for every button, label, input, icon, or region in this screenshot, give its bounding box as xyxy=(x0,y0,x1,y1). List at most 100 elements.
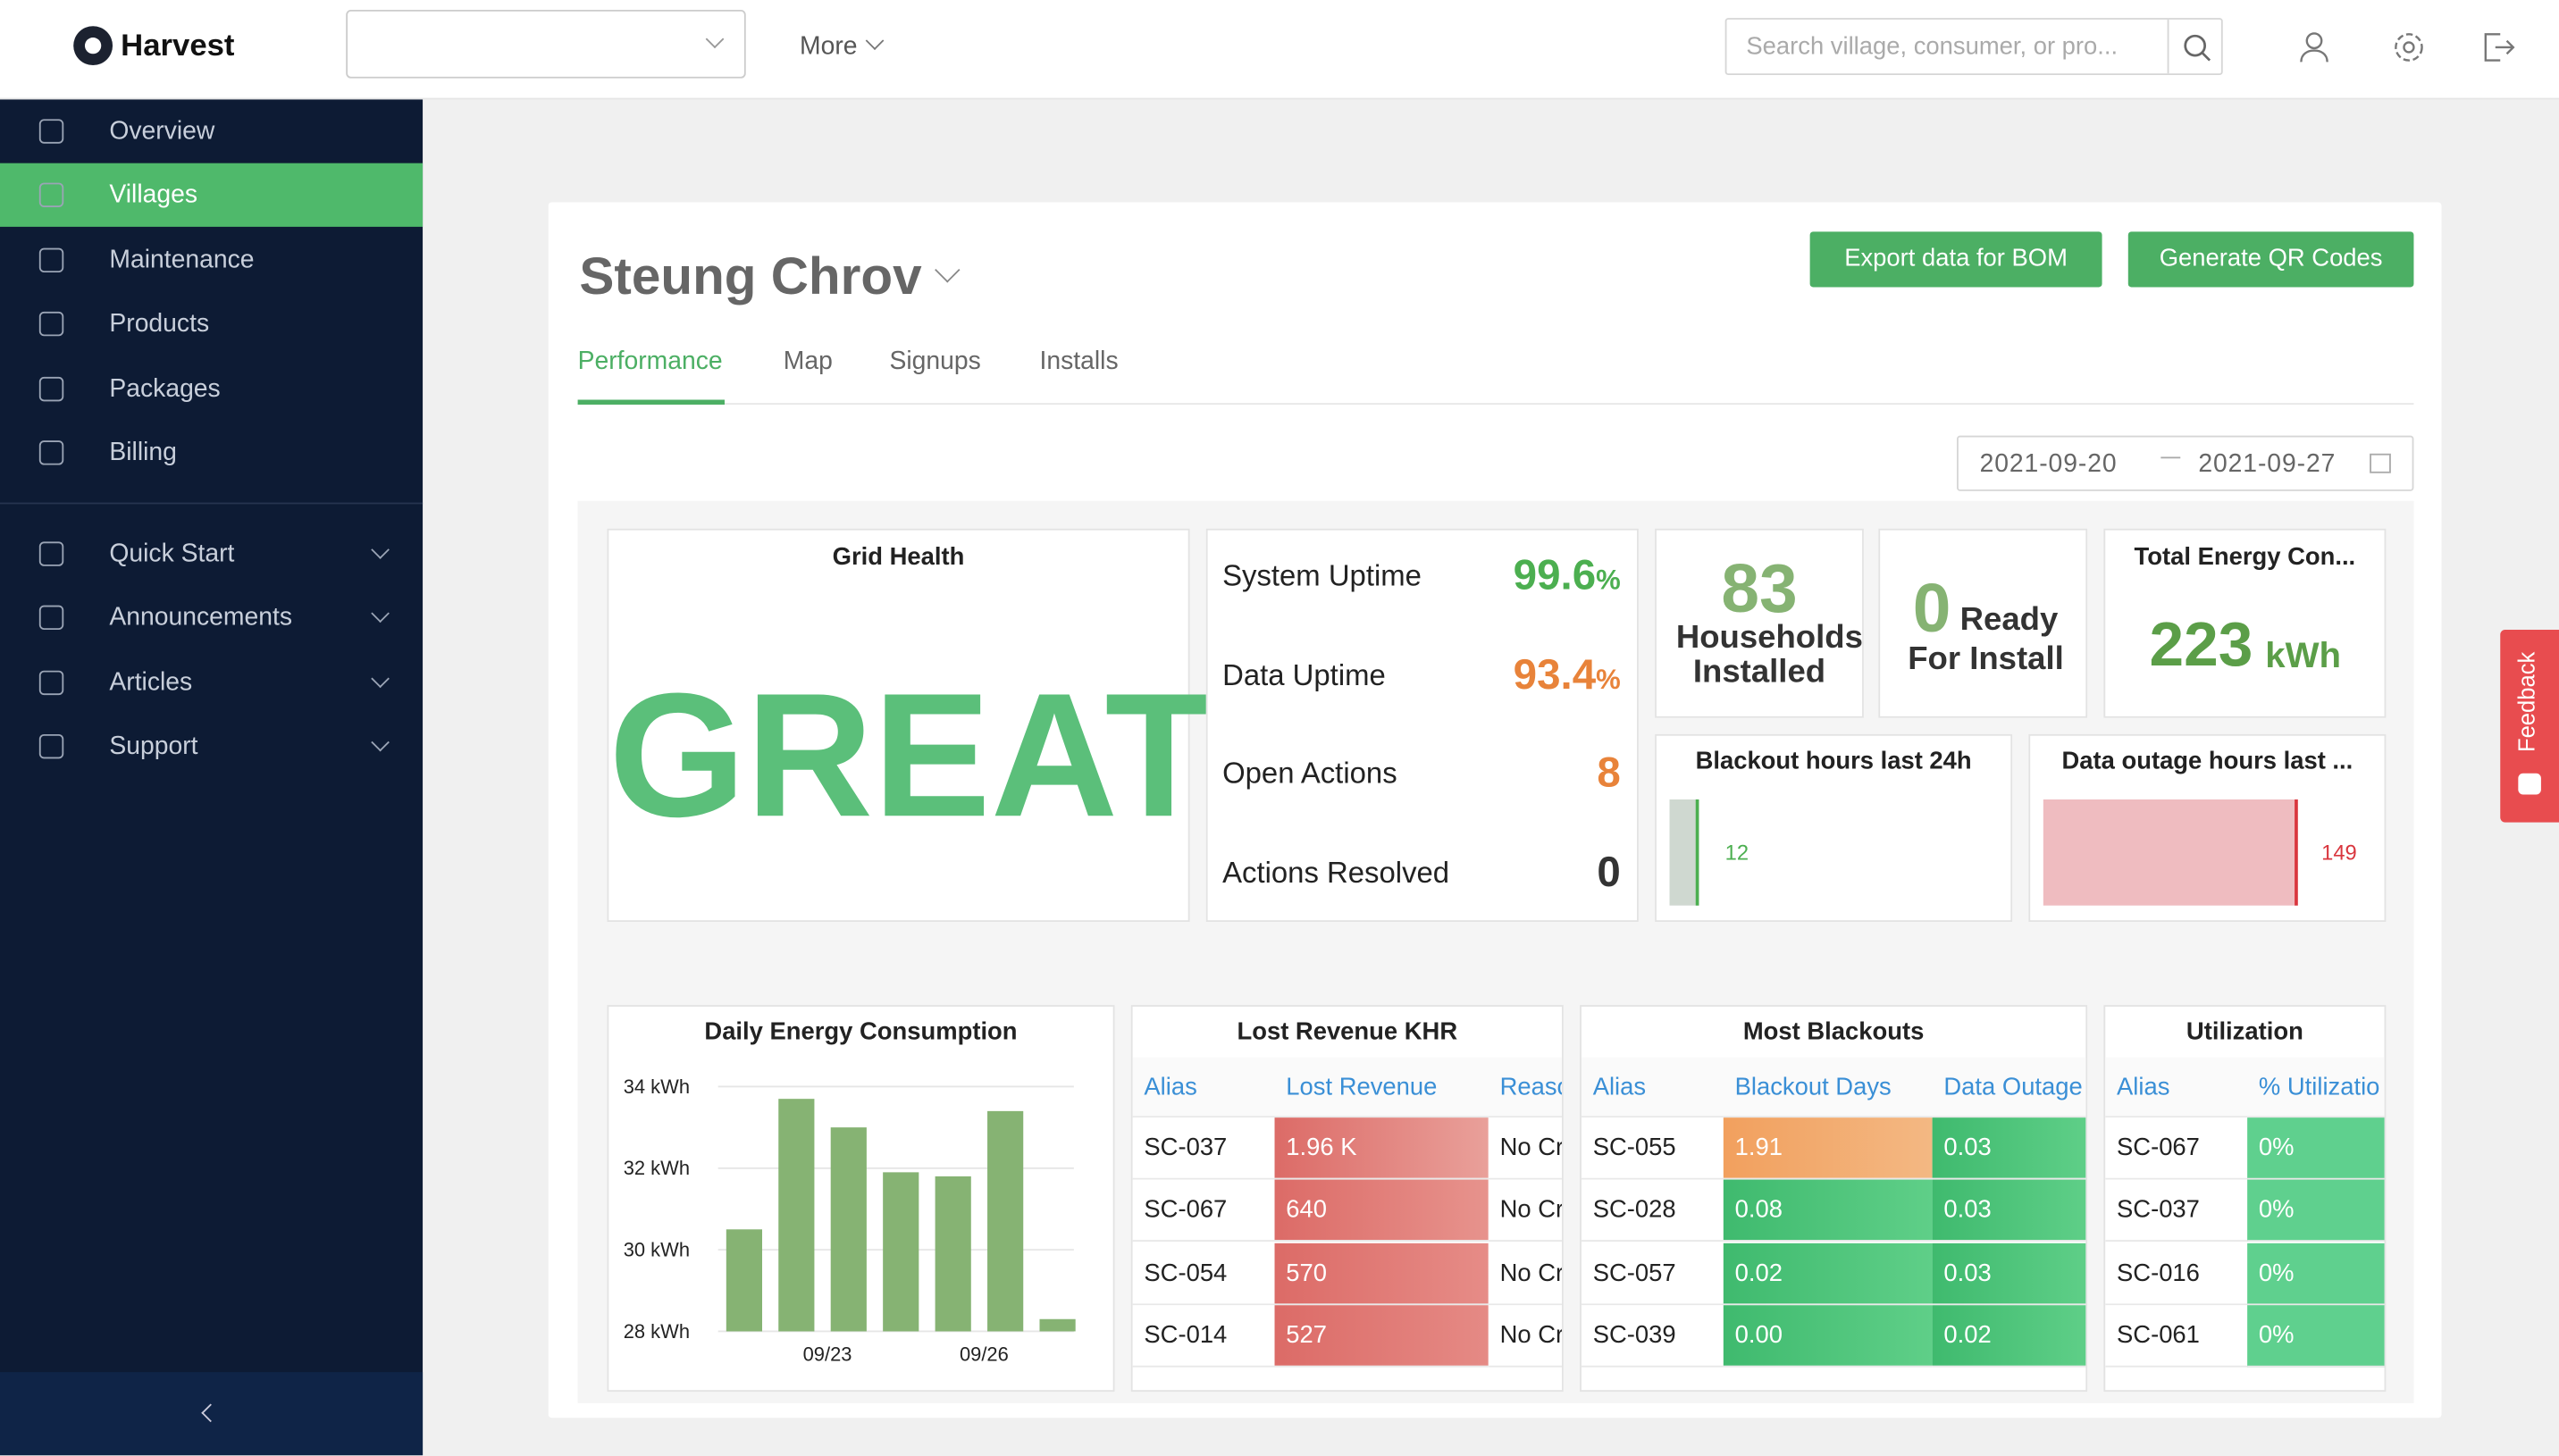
chart-title: Daily Energy Consumption xyxy=(704,1017,1018,1046)
grid-status: GREAT xyxy=(608,656,1213,854)
logout-icon[interactable] xyxy=(2480,29,2516,65)
card-title: Data outage hours last ... xyxy=(2061,747,2353,775)
bar xyxy=(883,1172,919,1332)
export-button[interactable]: Export data for BOM xyxy=(1809,231,2102,288)
feedback-tab[interactable]: Feedback xyxy=(2500,630,2559,823)
tab[interactable]: Performance xyxy=(577,347,723,376)
nav-section[interactable]: Articles xyxy=(0,650,423,714)
stat-label: Actions Resolved xyxy=(1222,856,1450,889)
table-cell: 0% xyxy=(2247,1117,2385,1180)
bar xyxy=(778,1099,815,1332)
bar xyxy=(987,1110,1024,1332)
divider xyxy=(0,502,424,505)
table-cell: SC-067 xyxy=(2105,1117,2248,1180)
village-select[interactable] xyxy=(346,9,746,79)
table-cell: SC-014 xyxy=(1132,1305,1275,1368)
y-tick-label: 34 kWh xyxy=(624,1075,690,1098)
table-cell: SC-057 xyxy=(1581,1243,1724,1305)
village-name: Steung Chrov xyxy=(579,246,922,305)
lost-revenue-card: Lost Revenue KHR Alias SC-037 SC-067 SC-054 S… xyxy=(1130,1005,1564,1393)
stats-card: System Uptime 99.6% Data Uptime 93.4% Open A… xyxy=(1205,528,1639,922)
table-cell: 0% xyxy=(2247,1243,2385,1305)
grid-health-card: Grid Health GREAT xyxy=(607,528,1213,922)
table-cell: 0.03 xyxy=(1932,1243,2086,1305)
table-cell: SC-039 xyxy=(1581,1305,1724,1368)
table-cell: 0.03 xyxy=(1932,1117,2086,1180)
table-header[interactable]: Blackout Days xyxy=(1723,1057,1933,1118)
header: Harvest More Search village, consumer, o… xyxy=(0,0,2559,100)
table-header[interactable]: Alias xyxy=(1132,1057,1275,1118)
nav-icon xyxy=(38,670,64,695)
nav-section[interactable]: Support xyxy=(0,715,423,778)
tab[interactable]: Map xyxy=(783,347,833,376)
card-title: Total Energy Con... xyxy=(2134,543,2356,572)
nav-icon xyxy=(38,376,64,401)
bar xyxy=(1039,1318,1076,1332)
table-cell: SC-054 xyxy=(1132,1243,1275,1305)
nav-item[interactable]: Products xyxy=(0,292,423,356)
tab[interactable]: Signups xyxy=(889,347,981,376)
table-cell: 1.91 xyxy=(1723,1117,1933,1180)
nav-item[interactable]: Packages xyxy=(0,356,423,420)
collapse-bar[interactable] xyxy=(0,1372,424,1456)
table-cell: 570 xyxy=(1274,1243,1489,1305)
qr-button[interactable]: Generate QR Codes xyxy=(2127,231,2414,288)
table-header[interactable]: Lost Revenue xyxy=(1274,1057,1489,1118)
card-title: Grid Health xyxy=(832,543,965,572)
table-cell: 0% xyxy=(2247,1180,2385,1243)
nav-section[interactable]: Announcements xyxy=(0,586,423,649)
stat-value: 0 xyxy=(1597,846,1620,897)
settings-icon[interactable] xyxy=(2391,29,2427,65)
more-menu[interactable]: More xyxy=(799,32,858,61)
table-cell: No Cr xyxy=(1488,1117,1562,1180)
table-cell: No Cr xyxy=(1488,1305,1562,1368)
users-icon[interactable] xyxy=(2300,29,2339,65)
mini-bar xyxy=(2043,799,2299,906)
table-cell: SC-037 xyxy=(2105,1180,2248,1243)
ready-count: 0 xyxy=(1912,569,1951,647)
nav-item[interactable]: Maintenance xyxy=(0,228,423,291)
stat-value: 99.6% xyxy=(1514,550,1621,601)
stat-label: Open Actions xyxy=(1222,757,1397,791)
blackout-card: Blackout hours last 24h 12 xyxy=(1655,733,2013,922)
blackouts-card: Most Blackouts Alias SC-055 SC-028 SC-057 SC-… xyxy=(1580,1005,2088,1393)
search-box[interactable]: Search village, consumer, or pro... xyxy=(1724,18,2223,76)
table-cell: SC-055 xyxy=(1581,1117,1724,1180)
search-icon xyxy=(2184,34,2211,62)
table-cell: 0.02 xyxy=(1723,1243,1933,1305)
table-header[interactable]: Alias xyxy=(2105,1057,2248,1118)
table-cell: 0.00 xyxy=(1723,1305,1933,1368)
mini-bar-label: 12 xyxy=(1724,840,1749,866)
table-cell: SC-067 xyxy=(1132,1180,1275,1243)
logo xyxy=(73,26,113,66)
table-header[interactable]: Data Outage xyxy=(1932,1057,2086,1118)
table-header[interactable]: Reaso xyxy=(1488,1057,1562,1118)
nav-icon xyxy=(38,119,64,144)
stat-value: 8 xyxy=(1597,748,1620,799)
nav-section[interactable]: Quick Start xyxy=(0,522,423,585)
ready-card: 0 Ready For Install xyxy=(1878,528,2088,718)
x-tick-label: 09/23 xyxy=(803,1343,852,1365)
households-card: 83 Households Installed xyxy=(1655,528,1864,718)
nav-item[interactable]: Villages xyxy=(0,163,424,228)
tab[interactable]: Installs xyxy=(1039,347,1119,376)
date-range[interactable]: 2021-09-20 2021-09-27 xyxy=(1957,435,2414,491)
table-cell: 1.96 K xyxy=(1274,1117,1489,1180)
utilization-card: Utilization Alias SC-067 SC-037 SC-016 SC-061… xyxy=(2103,1005,2387,1393)
table-cell: 527 xyxy=(1274,1305,1489,1368)
nav-item[interactable]: Overview xyxy=(0,99,423,163)
tab-border xyxy=(577,403,2414,405)
stat-label: Data Uptime xyxy=(1222,658,1386,691)
table-header[interactable]: Alias xyxy=(1581,1057,1724,1118)
table-cell: SC-016 xyxy=(2105,1243,2248,1305)
brand: Harvest xyxy=(121,29,235,64)
table-header[interactable]: % Utilizatio xyxy=(2247,1057,2385,1118)
nav-icon xyxy=(38,247,64,272)
card-title: Blackout hours last 24h xyxy=(1695,747,1972,775)
households-label: Households Installed xyxy=(1675,620,1863,690)
table-cell: No Cr xyxy=(1488,1243,1562,1305)
table-cell: 0% xyxy=(2247,1305,2385,1368)
mini-bar-label: 149 xyxy=(2321,840,2357,866)
nav-item[interactable]: Billing xyxy=(0,421,423,484)
search-button[interactable] xyxy=(2167,19,2223,74)
